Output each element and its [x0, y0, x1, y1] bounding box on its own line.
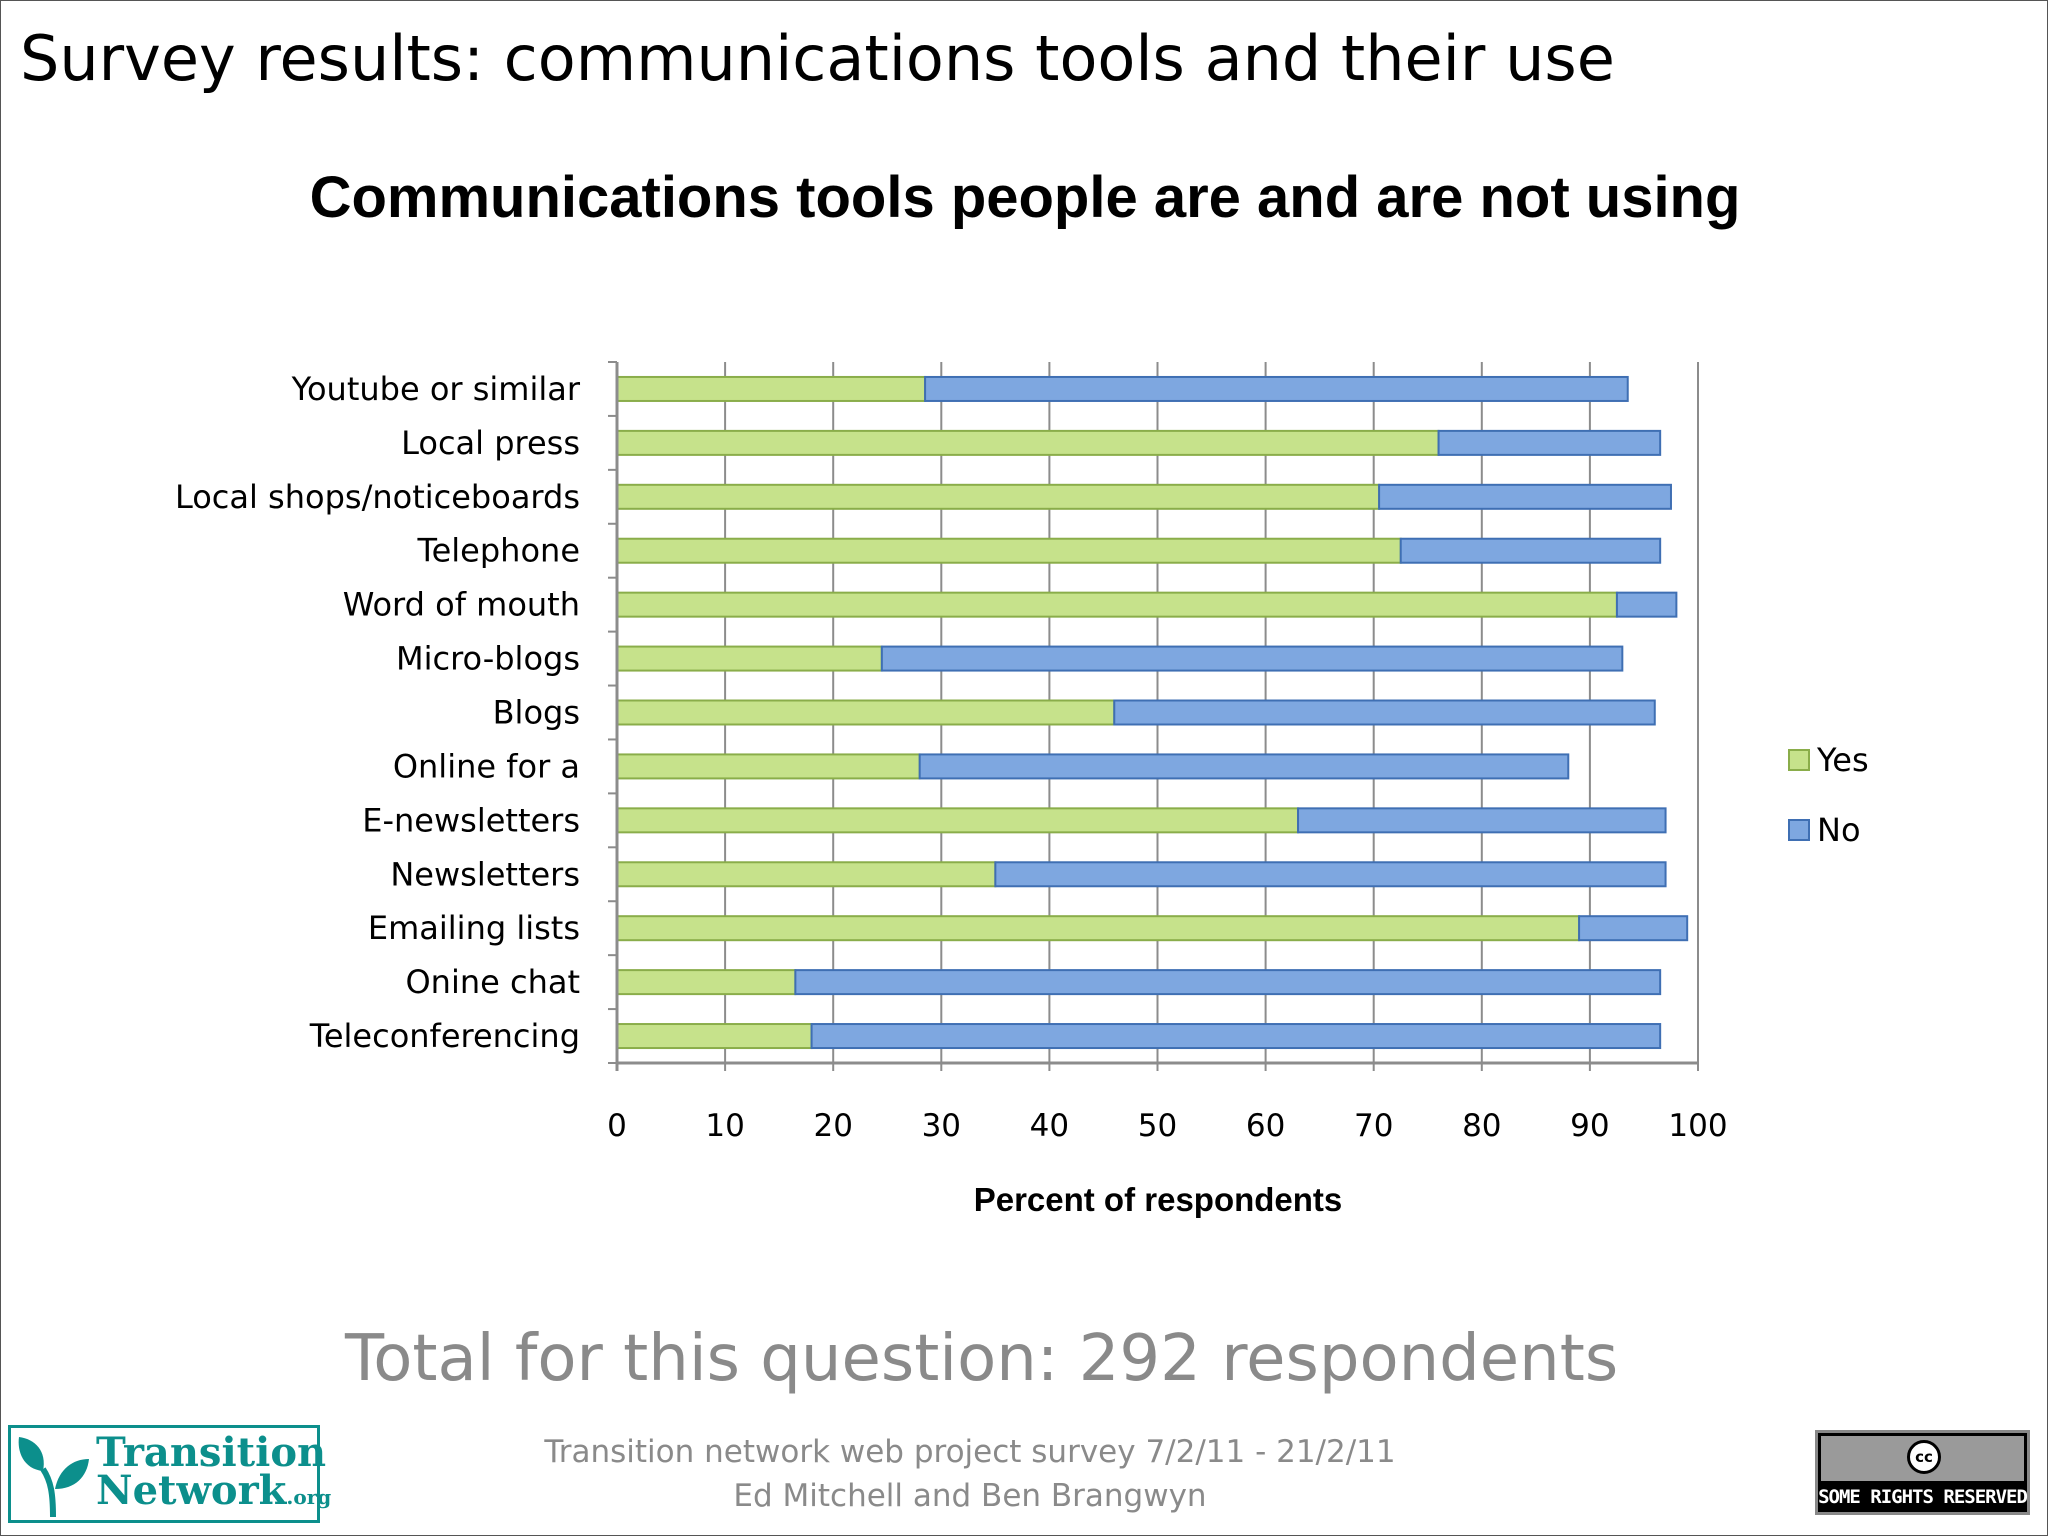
bar-no-6 [880, 645, 1624, 672]
bar-no-7 [1113, 699, 1656, 726]
category-label: Newsletters [390, 855, 580, 893]
x-tick-label: 0 [607, 1108, 627, 1144]
footer: Transition network web project survey 7/… [520, 1430, 1420, 1518]
footer-authors-line: Ed Mitchell and Ben Brangwyn [733, 1478, 1207, 1514]
x-tick-label: 100 [1668, 1108, 1727, 1144]
bar-no-5 [1615, 591, 1678, 618]
x-axis-label: Percent of respondents [974, 1181, 1343, 1218]
bar-yes-7 [616, 699, 1116, 726]
cc-icon: cc [1907, 1440, 1941, 1474]
x-tick-label: 20 [813, 1108, 852, 1144]
chart: 0 10 20 30 40 50 60 70 80 90 100 Youtube or similar… [175, 361, 1869, 1218]
category-label: Emailing lists [368, 909, 580, 947]
creative-commons-badge: cc SOME RIGHTS RESERVED [1815, 1430, 2030, 1515]
category-label: Online for a [393, 747, 580, 785]
category-label: E-newsletters [362, 801, 580, 839]
bar-yes-4 [616, 537, 1402, 564]
bar-no-12 [794, 969, 1662, 996]
bar-yes-3 [616, 483, 1381, 510]
category-label: Onine chat [405, 963, 580, 1001]
bar-yes-1 [616, 375, 927, 402]
license-text: SOME RIGHTS RESERVED [1818, 1486, 2028, 1508]
chart-title: Communications tools people are and are … [309, 165, 1741, 230]
leaf-icon [18, 1437, 89, 1518]
bar-yes-6 [616, 645, 883, 672]
category-label: Teleconferencing [309, 1017, 580, 1055]
category-label: Telephone [416, 532, 580, 570]
x-tick-label: 10 [705, 1108, 744, 1144]
legend-swatch-yes [1788, 749, 1810, 771]
bar-no-10 [994, 861, 1667, 888]
total-respondents: Total for this question: 292 respondents [345, 1322, 1619, 1396]
x-tick-label: 30 [922, 1108, 961, 1144]
category-label: Micro-blogs [396, 640, 580, 678]
logo-word-network: Network [96, 1467, 287, 1514]
logo-suffix: .org [286, 1485, 332, 1509]
x-tick-label: 40 [1030, 1108, 1069, 1144]
bar-yes-10 [616, 861, 997, 888]
x-tick-label: 80 [1462, 1108, 1501, 1144]
legend-swatch-no [1788, 819, 1810, 841]
legend-label-no: No [1817, 811, 1861, 849]
bar-yes-9 [616, 807, 1300, 834]
x-tick-label: 50 [1138, 1108, 1177, 1144]
legend-label-yes: Yes [1816, 741, 1869, 779]
category-label: Word of mouth [343, 586, 580, 624]
bar-no-2 [1437, 429, 1662, 456]
transition-network-logo: Transition Network.org [8, 1425, 331, 1523]
bar-yes-8 [616, 753, 921, 780]
bar-no-1 [924, 375, 1629, 402]
category-label: Local shops/noticeboards [175, 478, 580, 516]
category-label: Local press [401, 424, 580, 462]
x-tick-label: 90 [1570, 1108, 1609, 1144]
logo-word-transition: Transition [96, 1429, 327, 1476]
bar-no-8 [918, 753, 1570, 780]
category-label: Youtube or similar [291, 370, 581, 408]
bar-no-11 [1578, 915, 1689, 942]
x-tick-label: 60 [1246, 1108, 1285, 1144]
bar-yes-2 [616, 429, 1440, 456]
bar-yes-12 [616, 969, 797, 996]
bar-no-4 [1399, 537, 1662, 564]
slide-title: Survey results: communications tools and… [20, 22, 1615, 95]
bar-no-13 [810, 1023, 1662, 1050]
x-tick-label: 70 [1354, 1108, 1393, 1144]
bar-yes-13 [616, 1023, 813, 1050]
bar-no-3 [1378, 483, 1672, 510]
category-label: Blogs [493, 694, 580, 732]
bar-yes-11 [616, 915, 1581, 942]
bar-yes-5 [616, 591, 1618, 618]
bar-no-9 [1297, 807, 1667, 834]
footer-survey-line: Transition network web project survey 7/… [544, 1434, 1396, 1470]
